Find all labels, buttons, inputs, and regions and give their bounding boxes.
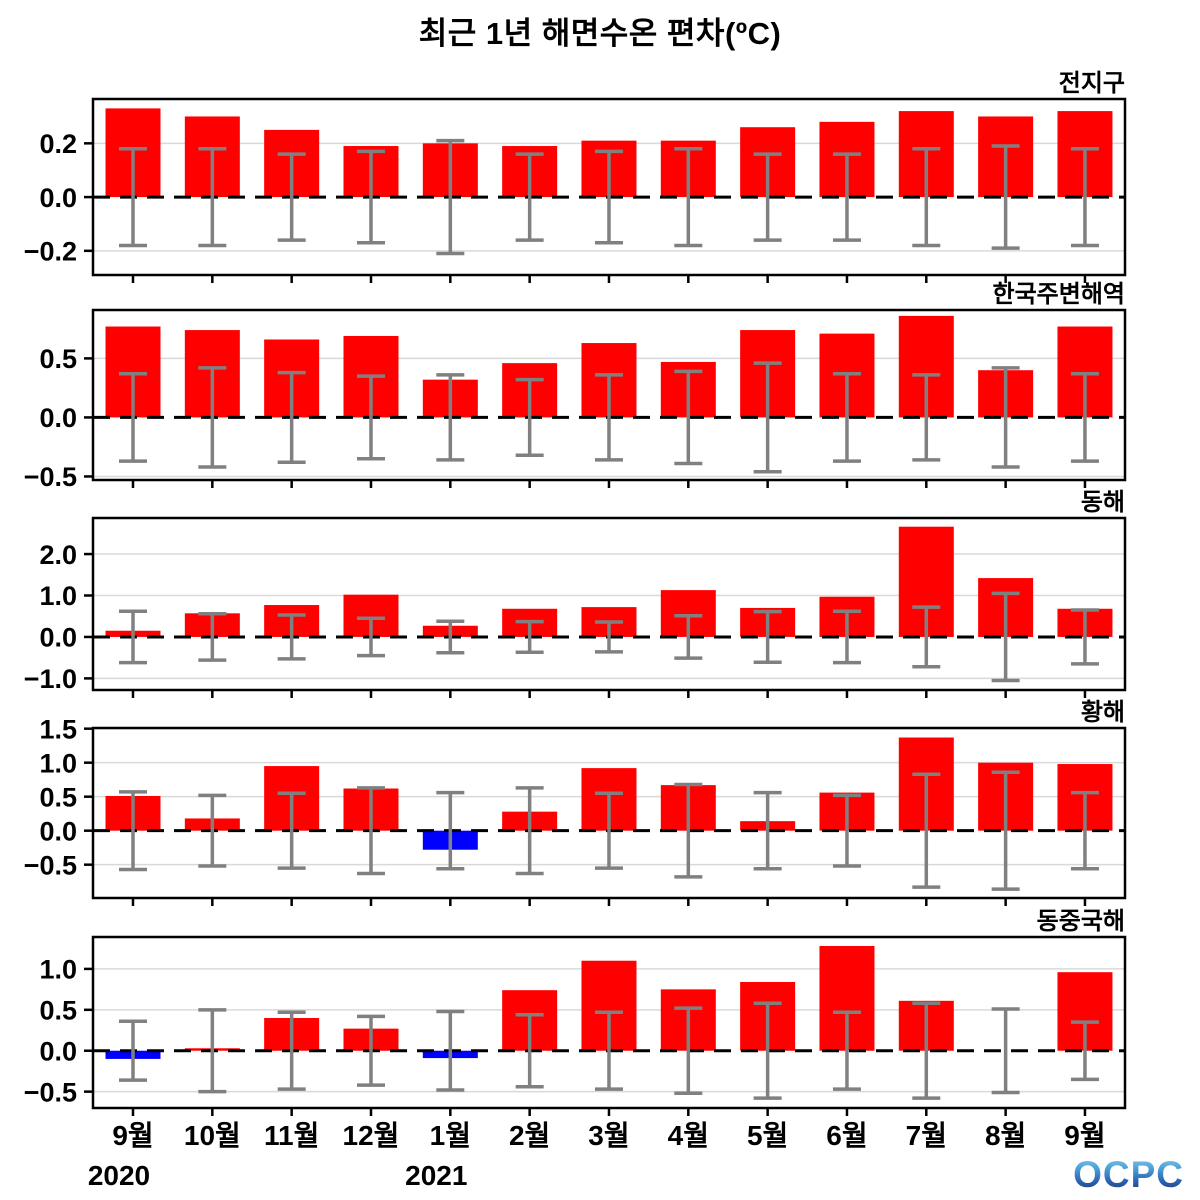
panel-label: 동중국해 (1037, 908, 1125, 935)
y-tick-label: 1.0 (39, 748, 77, 778)
year-label: 2020 (88, 1160, 150, 1191)
month-label: 7월 (906, 1120, 947, 1151)
panel-label: 황해 (1081, 699, 1125, 726)
y-tick-label: −0.5 (24, 462, 77, 492)
month-label: 9월 (112, 1120, 153, 1151)
y-tick-label: −0.2 (24, 237, 77, 267)
y-tick-label: −0.5 (24, 850, 77, 880)
y-tick-label: 1.0 (39, 955, 77, 985)
year-label: 2021 (405, 1160, 467, 1191)
month-label: 2월 (509, 1120, 550, 1151)
y-tick-label: 0.0 (39, 816, 77, 846)
panel-border (91, 516, 1127, 692)
y-tick-label: −1.0 (24, 664, 77, 694)
y-tick-label: 0.0 (39, 1036, 77, 1066)
month-label: 11월 (264, 1120, 319, 1151)
y-tick-label: 0.2 (39, 129, 77, 159)
month-label: 10월 (184, 1120, 241, 1151)
y-tick-label: 1.5 (39, 714, 77, 744)
ocpc-logo: OCPC (1073, 1154, 1184, 1195)
month-label: 4월 (668, 1120, 709, 1151)
panel-label: 한국주변해역 (993, 281, 1125, 308)
month-label: 12월 (343, 1120, 400, 1151)
y-tick-label: 0.0 (39, 183, 77, 213)
panel-label: 전지구 (1059, 70, 1125, 97)
y-tick-label: 0.0 (39, 623, 77, 653)
y-tick-label: 2.0 (39, 540, 77, 570)
y-tick-label: 0.5 (39, 344, 77, 374)
y-tick-label: 0.5 (39, 996, 77, 1026)
month-label: 8월 (985, 1120, 1026, 1151)
y-tick-label: 0.0 (39, 403, 77, 433)
y-tick-label: 1.0 (39, 581, 77, 611)
month-label: 1월 (430, 1120, 471, 1151)
y-tick-label: −0.5 (24, 1077, 77, 1107)
month-label: 3월 (588, 1120, 629, 1151)
y-tick-label: 0.5 (39, 782, 77, 812)
month-label: 5월 (747, 1120, 788, 1151)
panel-label: 동해 (1081, 489, 1125, 516)
month-label: 9월 (1064, 1120, 1105, 1151)
chart-title: 최근 1년 해면수온 편차(ºC) (418, 16, 782, 51)
month-label: 6월 (826, 1120, 867, 1151)
